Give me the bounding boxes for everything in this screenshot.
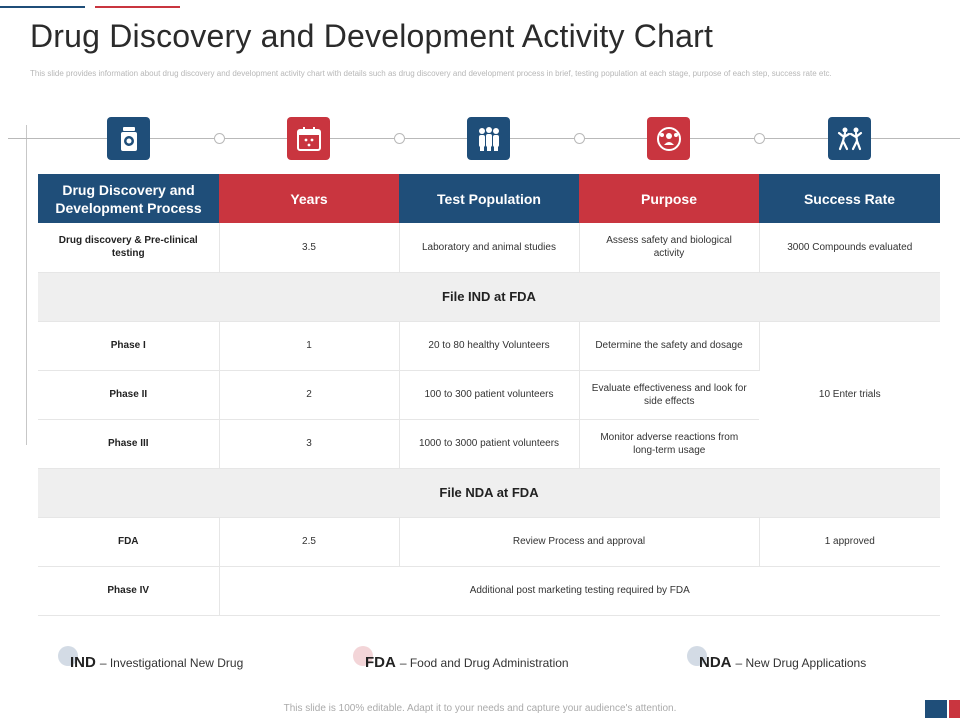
review-cell: Review Process and approval [399, 517, 760, 567]
header-test-population: Test Population [399, 174, 579, 223]
celebrating-people-icon [828, 117, 871, 160]
accent-line-blue [0, 6, 85, 8]
years-cell: 2.5 [219, 517, 400, 567]
table-header-row: Drug Discovery and Development Process Y… [38, 174, 940, 223]
purpose-cell: Determine the safety and dosage [579, 321, 760, 371]
purpose-cell: Assess safety and biological activity [579, 223, 760, 273]
table-band-row: File IND at FDA [38, 272, 940, 322]
page-title: Drug Discovery and Development Activity … [30, 18, 714, 54]
corner-square-blue [925, 700, 947, 718]
timeline-dot [754, 133, 765, 144]
stage-cell: Phase IV [38, 566, 220, 616]
years-cell: 1 [219, 321, 400, 371]
timeline-dot [394, 133, 405, 144]
corner-square-red [949, 700, 960, 718]
target-people-icon [647, 117, 690, 160]
legend-definition: – Investigational New Drug [99, 656, 244, 670]
accent-line-red [95, 6, 180, 8]
legend-abbr: IND [70, 654, 96, 671]
purpose-cell: Evaluate effectiveness and look for side… [579, 370, 759, 420]
legend-entry: FDA – Food and Drug Administration [365, 654, 569, 671]
legend-entry: IND – Investigational New Drug [70, 654, 243, 671]
legend-entry: NDA – New Drug Applications [699, 654, 866, 671]
stage-cell: Phase II [38, 370, 220, 420]
legend-bubble [353, 646, 373, 666]
activity-table: Drug Discovery and Development Process Y… [38, 174, 940, 616]
table-row: Phase I 1 20 to 80 healthy Volunteers De… [38, 321, 940, 469]
table-row: FDA 2.5 Review Process and approval 1 ap… [38, 517, 940, 567]
header-process: Drug Discovery and Development Process [38, 174, 219, 223]
success-cell: 3000 Compounds evaluated [759, 223, 940, 273]
population-cell: 1000 to 3000 patient volunteers [399, 419, 580, 469]
band-file-nda: File NDA at FDA [38, 468, 940, 518]
legend-bubble [687, 646, 707, 666]
success-cell: 10 Enter trials [759, 321, 940, 469]
table-row: Phase II 2 100 to 300 patient volunteers… [38, 370, 940, 420]
legend-bubble [58, 646, 78, 666]
left-divider [26, 125, 27, 445]
band-file-ind: File IND at FDA [38, 272, 940, 322]
purpose-cell: Monitor adverse reactions from long-term… [579, 419, 759, 469]
population-cell: 100 to 300 patient volunteers [399, 370, 580, 420]
legend-definition: – New Drug Applications [735, 656, 867, 670]
table-row: Phase III 3 1000 to 3000 patient volunte… [38, 419, 940, 469]
header-success-rate: Success Rate [759, 174, 940, 223]
years-cell: 3.5 [219, 223, 400, 273]
header-years: Years [219, 174, 399, 223]
population-cell: 20 to 80 healthy Volunteers [399, 321, 580, 371]
legend-abbr: FDA [365, 654, 396, 671]
header-purpose: Purpose [579, 174, 759, 223]
population-cell: Laboratory and animal studies [399, 223, 580, 273]
stage-cell: Phase III [38, 419, 220, 469]
note-cell: Additional post marketing testing requir… [219, 566, 940, 616]
timeline-dot [574, 133, 585, 144]
table-row: Phase IV Additional post marketing testi… [38, 566, 940, 616]
stage-cell: Phase I [38, 321, 220, 371]
calendar-icon [287, 117, 330, 160]
footer-note: This slide is 100% editable. Adapt it to… [283, 703, 677, 714]
legend-abbr: NDA [699, 654, 732, 671]
stage-cell: FDA [38, 517, 220, 567]
pill-bottle-icon [107, 117, 150, 160]
years-cell: 3 [219, 419, 400, 469]
stage-cell: Drug discovery & Pre-clinical testing [38, 223, 220, 273]
years-cell: 2 [219, 370, 400, 420]
table-band-row: File NDA at FDA [38, 468, 940, 518]
table-row: Drug discovery & Pre-clinical testing 3.… [38, 223, 940, 273]
group-of-people-icon [467, 117, 510, 160]
legend-definition: – Food and Drug Administration [399, 656, 569, 670]
success-cell: 1 approved [759, 517, 940, 567]
timeline-dot [214, 133, 225, 144]
page-subtitle: This slide provides information about dr… [30, 69, 832, 78]
